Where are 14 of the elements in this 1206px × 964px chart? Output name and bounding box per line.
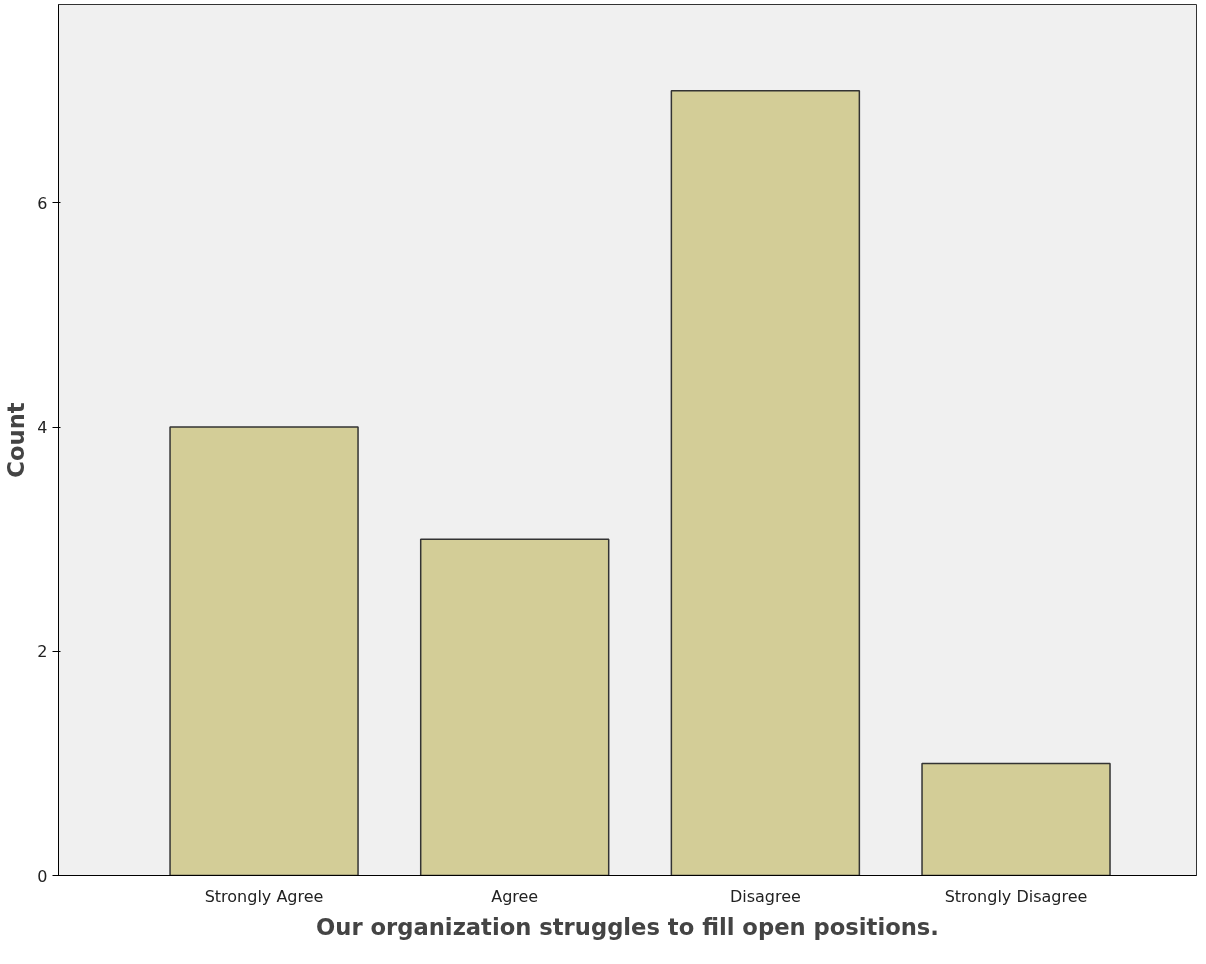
x-tick-label: Disagree bbox=[729, 886, 801, 906]
x-axis-title: Our organization struggles to fill open positions. bbox=[316, 913, 939, 940]
x-tick-label: Strongly Agree bbox=[204, 886, 324, 906]
x-tick-label: Agree bbox=[491, 886, 539, 906]
bar bbox=[670, 90, 861, 876]
y-tick-label: 2 bbox=[37, 642, 48, 662]
bar bbox=[419, 538, 610, 876]
y-axis-title: Count bbox=[3, 402, 30, 478]
y-tick-label: 6 bbox=[37, 193, 48, 213]
bar bbox=[921, 762, 1111, 876]
x-tick-label: Strongly Disagree bbox=[944, 886, 1088, 906]
y-tick-label: 0 bbox=[37, 866, 48, 886]
y-tick-label: 4 bbox=[37, 418, 48, 438]
bar bbox=[169, 426, 359, 876]
